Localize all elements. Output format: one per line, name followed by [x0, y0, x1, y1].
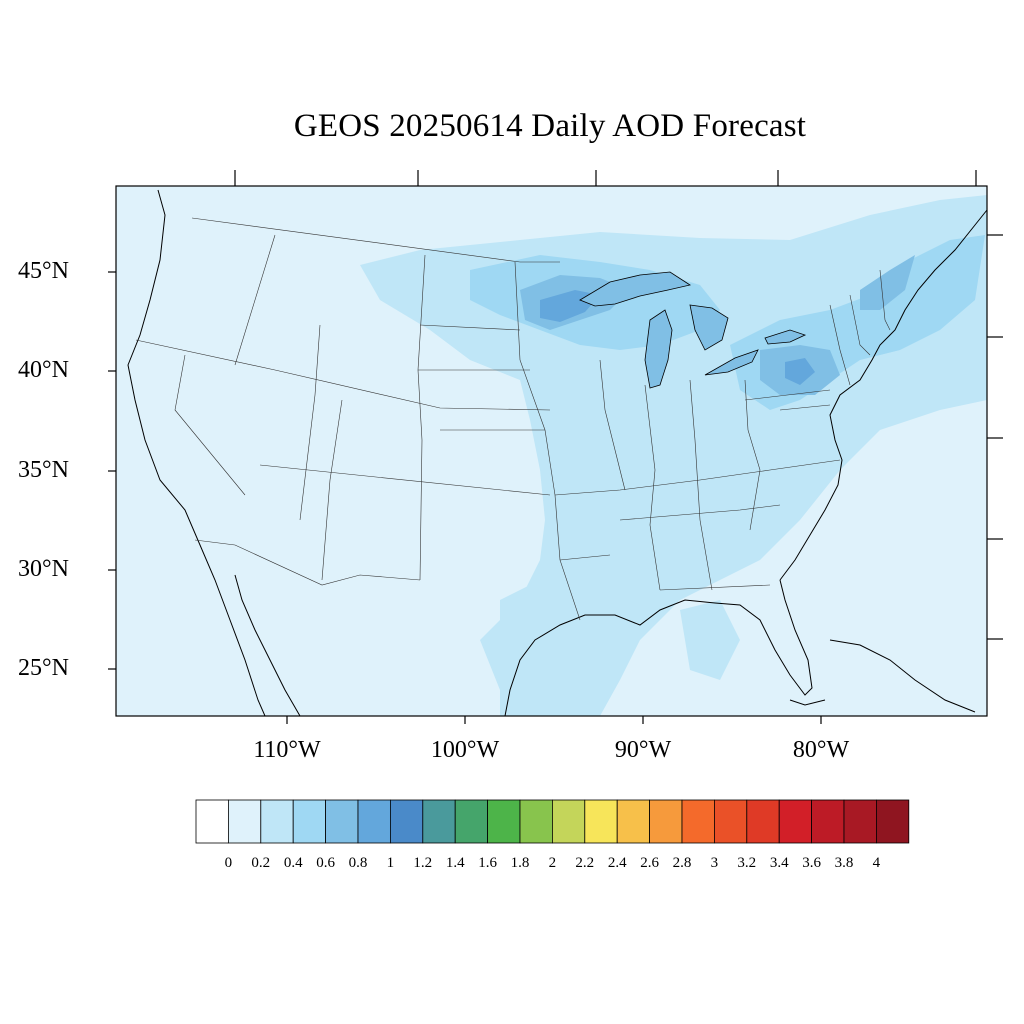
map-ticks [108, 170, 1003, 724]
colorbar-swatch [778, 799, 813, 844]
colorbar-swatch [681, 799, 715, 844]
colorbar-tick-label: 1.6 [478, 855, 497, 871]
colorbar-tick-label: 3.6 [802, 855, 821, 871]
colorbar-tick-label: 0.8 [348, 855, 368, 871]
aod-field [127, 189, 987, 716]
colorbar-tick-label: 1 [386, 855, 395, 871]
lake-superior [579, 271, 692, 307]
colorbar-tick-label: 3.4 [769, 855, 789, 871]
aod-region-dark-ne [860, 255, 915, 310]
colorbar-swatch [746, 799, 780, 844]
colorbar-swatch [487, 799, 521, 844]
colorbar-swatch [292, 799, 327, 844]
colorbar-tick-label: 1.4 [445, 855, 465, 871]
colorbar-tick-label: 0.6 [316, 855, 335, 871]
map-title: GEOS 20250614 Daily AOD Forecast [293, 108, 807, 144]
colorbar-tick-label: 2.8 [672, 855, 692, 871]
colorbar-tick-label: 3.2 [737, 855, 757, 871]
lat-label-30: 30°N [18, 556, 69, 582]
lake-erie [704, 349, 759, 376]
lon-label-80w: 80°W [792, 737, 850, 763]
colorbar-swatch [519, 799, 553, 844]
colorbar-swatch [843, 799, 877, 844]
colorbar-tick-label: 0.2 [251, 855, 271, 871]
colorbar-tick-label: 3 [710, 855, 719, 871]
colorbar-swatch [649, 799, 683, 844]
colorbar-tick-label: 0.4 [283, 855, 303, 871]
colorbar-tick-label: 4 [872, 855, 881, 871]
florida-keys [789, 699, 826, 706]
west-coastline [127, 189, 266, 716]
state-boundaries [135, 217, 891, 621]
aod-region-light-gulf [680, 600, 740, 680]
lat-label-40: 40°N [18, 357, 69, 383]
colorbar-swatch [811, 799, 845, 844]
colorbar-tick-label: 0 [224, 855, 233, 871]
colorbar-swatch [714, 799, 748, 844]
gulf-coastline [504, 579, 813, 716]
colorbar-tick-label: 1.2 [413, 855, 433, 871]
colorbar-swatch [584, 799, 618, 844]
lake-michigan [644, 309, 673, 389]
lake-ontario [764, 329, 807, 345]
colorbar-tick-label: 2.4 [607, 855, 627, 871]
colorbar-swatch [454, 799, 489, 844]
colorbar-tick-label: 2 [548, 855, 557, 871]
colorbar-tick-label: 1.8 [510, 855, 530, 871]
colorbar-tick-label: 3.8 [834, 855, 854, 871]
map-frame [115, 185, 988, 717]
colorbar-swatch [260, 799, 294, 844]
colorbar-swatch [616, 799, 651, 844]
colorbar-swatch [552, 799, 586, 844]
baja-coastline [234, 574, 301, 716]
lat-label-25: 25°N [18, 655, 69, 681]
aod-region-light-sw [500, 580, 560, 716]
colorbar-swatch [357, 799, 391, 844]
colorbar-swatch [876, 799, 910, 844]
lon-label-90w: 90°W [614, 737, 672, 763]
colorbar-swatch [227, 799, 262, 844]
colorbar-swatch [195, 799, 229, 844]
colorbar-tick-label: 2.6 [640, 855, 659, 871]
lat-label-45: 45°N [18, 258, 69, 284]
colorbar-tick-label: 2.2 [575, 855, 595, 871]
colorbar-swatch [422, 799, 456, 844]
lon-label-110w: 110°W [253, 737, 321, 763]
east-coastline [779, 209, 987, 581]
colorbar-swatch [325, 799, 359, 844]
cuba-coastline [829, 639, 976, 713]
aod-region-deepest-pa [785, 358, 815, 385]
lat-label-35: 35°N [18, 457, 69, 483]
lake-huron [689, 304, 729, 351]
colorbar [195, 799, 910, 844]
colorbar-swatch [389, 799, 424, 844]
lon-label-100w: 100°W [430, 737, 500, 763]
